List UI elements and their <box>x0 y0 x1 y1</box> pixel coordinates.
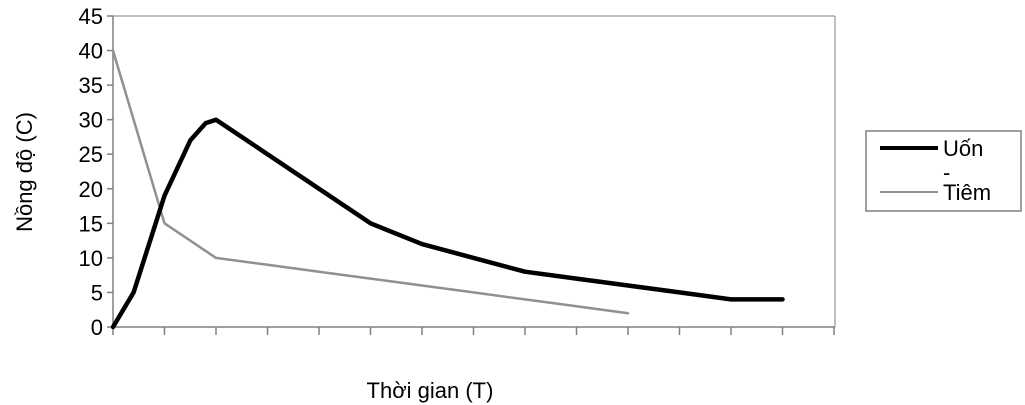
y-tick-label: 10 <box>79 246 103 271</box>
series-line-tiem <box>111 49 630 315</box>
legend-label-tiem: Tiêm <box>943 180 991 205</box>
series-line-uon <box>110 117 785 330</box>
y-tick-label: 20 <box>79 177 103 202</box>
y-tick-label: 40 <box>79 39 103 64</box>
y-tick-label: 0 <box>91 315 103 340</box>
y-axis-title: Nồng độ (C) <box>12 112 37 232</box>
legend-box <box>865 130 1022 212</box>
x-axis-title: Thời gian (T) <box>367 378 494 403</box>
legend-label-uon: Uốn <box>943 136 983 161</box>
y-tick-label: 35 <box>79 73 103 98</box>
y-tick-label: 5 <box>91 280 103 305</box>
y-tick-label: 45 <box>79 4 103 29</box>
legend-separator: - <box>943 160 950 185</box>
y-tick-label: 25 <box>79 142 103 167</box>
y-tick-label: 15 <box>79 211 103 236</box>
plot-area <box>112 15 836 328</box>
y-tick-label: 30 <box>79 108 103 133</box>
legend: Uốn - Tiêm <box>865 130 1022 212</box>
